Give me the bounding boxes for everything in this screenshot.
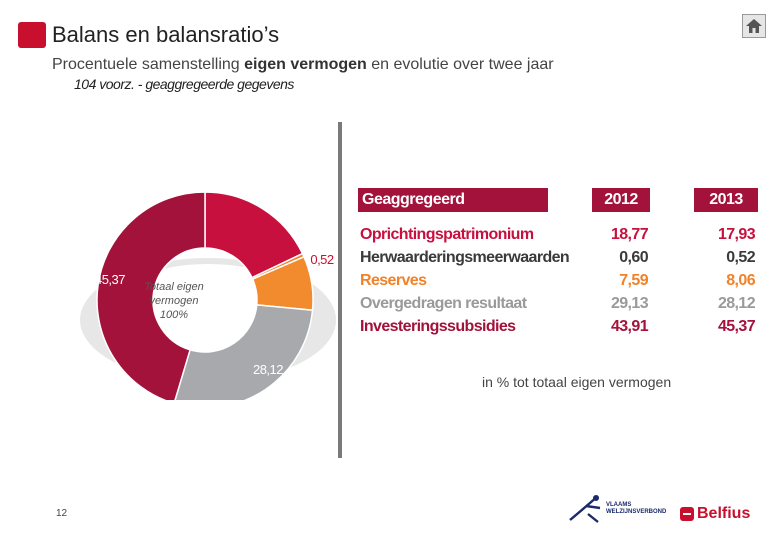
table-header-label: Geaggregeerd (358, 188, 548, 212)
row-value-2012: 29,13 (610, 295, 649, 312)
donut-slice-investeringssubsidies (96, 191, 206, 400)
row-value-2013: 0,52 (726, 249, 755, 266)
row-value-2013: 28,12 (717, 295, 756, 312)
row-value-2012: 43,91 (610, 318, 649, 335)
belfius-mark-icon (680, 507, 694, 521)
row-label: Herwaarderingsmeerwaarden (360, 249, 570, 266)
table-note: in % tot totaal eigen vermogen (482, 374, 672, 390)
table-header-2012: 2012 (592, 188, 650, 212)
row-value-2013: 8,06 (726, 272, 755, 289)
vlaams-welzijnsverbond-logo (569, 495, 601, 523)
slice-value-label: 8,06 (322, 281, 346, 296)
table-row: Investeringssubsidies 43,91 45,37 (358, 318, 758, 340)
center-label-line2: vermogen (150, 295, 199, 307)
donut-slice-overgedragen resultaat (174, 304, 314, 400)
title-accent-bar (18, 22, 46, 48)
row-label: Oprichtingspatrimonium (360, 226, 534, 243)
row-label: Overgedragen resultaat (360, 295, 527, 312)
vwv-line1: VLAAMS (606, 502, 632, 508)
col-header-geaggregeerd: Geaggregeerd (362, 191, 465, 208)
table-row: Oprichtingspatrimonium 18,77 17,93 (358, 226, 758, 248)
row-value-2012: 0,60 (619, 249, 648, 266)
datasource-label: 104 voorz. - geaggregeerde gegevens (74, 76, 294, 92)
vwv-line2: WELZIJNSVERBOND (606, 509, 667, 515)
subtitle-pre: Procentuele samenstelling (52, 56, 245, 73)
vwv-text: VLAAMS WELZIJNSVERBOND (606, 502, 666, 516)
col-header-2013: 2013 (709, 191, 743, 208)
table-row: Overgedragen resultaat 29,13 28,12 (358, 295, 758, 317)
subtitle-post: en evolutie over twee jaar (366, 56, 554, 73)
center-label-line3: 100% (160, 309, 188, 321)
row-value-2013: 17,93 (717, 226, 756, 243)
subtitle: Procentuele samenstelling eigen vermogen… (52, 56, 554, 74)
donut-chart: 17,93 0,52 8,06 28,12 45,37 Totaal eigen ver… (80, 191, 346, 400)
col-header-2012: 2012 (604, 191, 638, 208)
table-row: Reserves 7,59 8,06 (358, 272, 758, 294)
subtitle-bold: eigen vermogen (244, 56, 367, 73)
row-value-2012: 18,77 (610, 226, 649, 243)
slice-value-label: 0,52 (310, 252, 334, 267)
page-number: 12 (56, 508, 68, 519)
belfius-wordmark: Belfius (697, 505, 751, 522)
center-label-line1: Totaal eigen (144, 281, 204, 293)
row-label: Reserves (360, 272, 427, 289)
row-value-2012: 7,59 (619, 272, 648, 289)
row-value-2013: 45,37 (717, 318, 756, 335)
page-title: Balans en balansratio’s (52, 22, 280, 47)
home-icon[interactable] (742, 14, 766, 38)
slice-value-label: 45,37 (95, 272, 125, 287)
table-row: Herwaarderingsmeerwaarden 0,60 0,52 (358, 249, 758, 271)
vertical-divider (338, 122, 342, 458)
donut-slice-oprichtingspatrimonium (204, 191, 304, 279)
table-header-2013: 2013 (694, 188, 758, 212)
row-label: Investeringssubsidies (360, 318, 516, 335)
slice-value-label: 28,12 (253, 362, 283, 377)
slice-value-label: 17,93 (293, 214, 323, 229)
